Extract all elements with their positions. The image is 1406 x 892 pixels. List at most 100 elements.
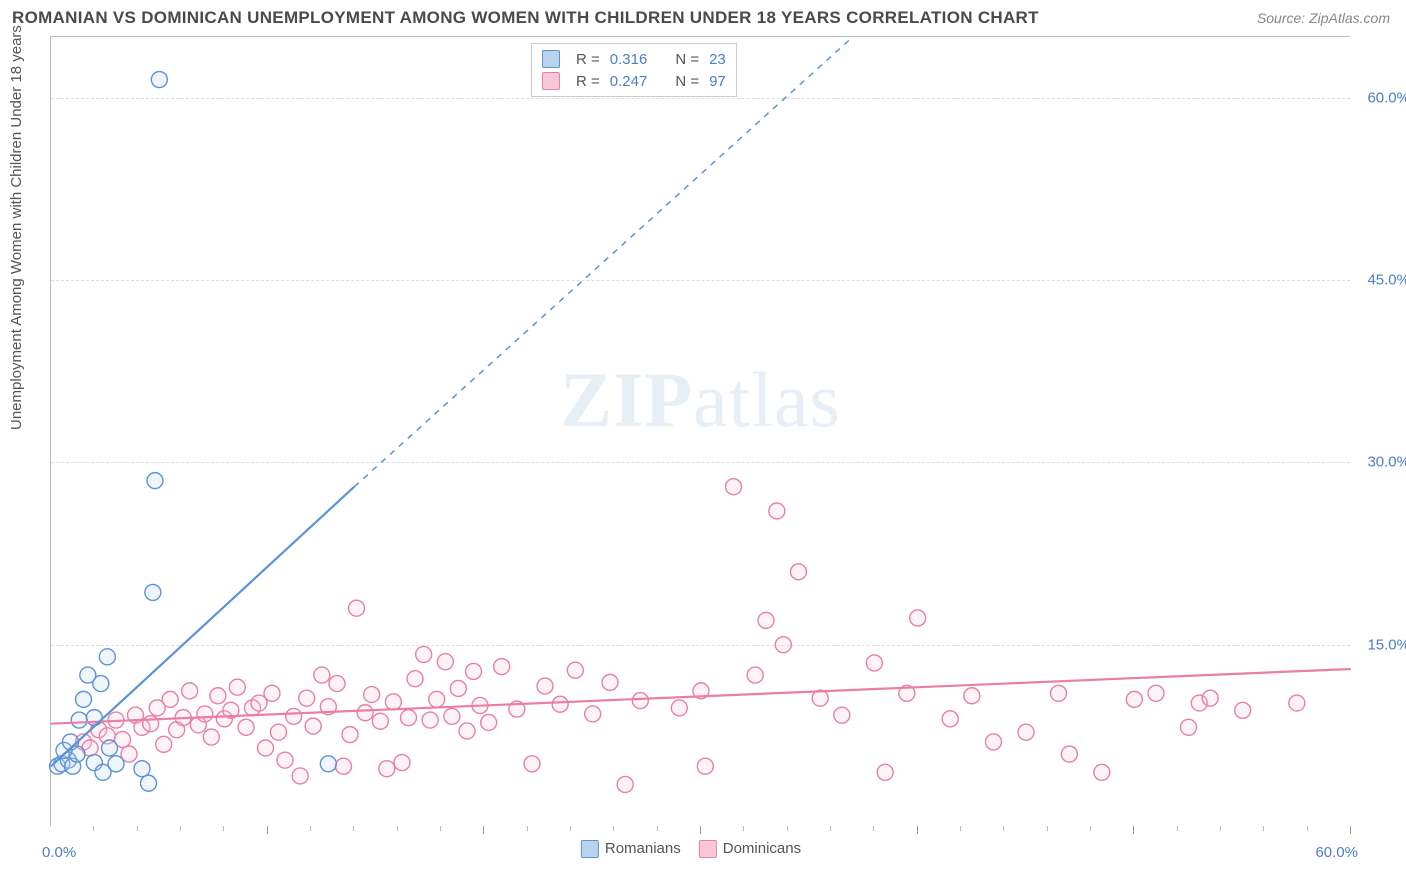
- legend-label: Dominicans: [723, 840, 801, 857]
- n-label: N =: [675, 73, 699, 90]
- x-tick-minor: [1177, 826, 1178, 831]
- chart-header: ROMANIAN VS DOMINICAN UNEMPLOYMENT AMONG…: [0, 0, 1406, 32]
- data-point: [1181, 719, 1197, 735]
- data-point: [444, 708, 460, 724]
- data-point: [197, 706, 213, 722]
- legend-swatch: [581, 840, 599, 858]
- n-value: 23: [709, 51, 726, 68]
- y-tick-label: 30.0%: [1367, 454, 1406, 471]
- x-tick-major: [700, 826, 701, 834]
- y-tick-label: 15.0%: [1367, 636, 1406, 653]
- chart-title: ROMANIAN VS DOMINICAN UNEMPLOYMENT AMONG…: [12, 8, 1039, 28]
- legend-label: Romanians: [605, 840, 681, 857]
- r-label: R =: [576, 51, 600, 68]
- chart-source: Source: ZipAtlas.com: [1257, 10, 1390, 26]
- data-point: [866, 655, 882, 671]
- data-point: [910, 610, 926, 626]
- data-point: [697, 758, 713, 774]
- data-point: [364, 687, 380, 703]
- n-label: N =: [675, 51, 699, 68]
- data-point: [156, 736, 172, 752]
- r-value: 0.247: [610, 73, 648, 90]
- data-point: [264, 685, 280, 701]
- data-point: [286, 708, 302, 724]
- x-tick-minor: [180, 826, 181, 831]
- data-point: [747, 667, 763, 683]
- data-point: [292, 768, 308, 784]
- x-end-label: 60.0%: [1315, 844, 1358, 861]
- x-tick-minor: [613, 826, 614, 831]
- data-point: [416, 646, 432, 662]
- data-point: [407, 671, 423, 687]
- legend-swatch: [699, 840, 717, 858]
- data-point: [305, 718, 321, 734]
- legend-item: Dominicans: [699, 840, 801, 857]
- x-tick-minor: [1090, 826, 1091, 831]
- x-tick-minor: [440, 826, 441, 831]
- x-tick-minor: [137, 826, 138, 831]
- plot-area: ZIPatlas 15.0%30.0%45.0%60.0% R =0.316N …: [50, 36, 1350, 826]
- x-axis: 0.0% 60.0% RomaniansDominicans: [50, 826, 1350, 866]
- data-point: [632, 693, 648, 709]
- data-point: [71, 712, 87, 728]
- data-point: [567, 662, 583, 678]
- data-point: [1148, 685, 1164, 701]
- data-point: [1126, 691, 1142, 707]
- stat-row: R =0.247N =97: [542, 70, 726, 92]
- x-tick-minor: [1307, 826, 1308, 831]
- x-tick-major: [1350, 826, 1351, 834]
- x-tick-minor: [570, 826, 571, 831]
- data-point: [145, 584, 161, 600]
- data-point: [134, 761, 150, 777]
- x-tick-minor: [743, 826, 744, 831]
- data-point: [86, 710, 102, 726]
- data-point: [671, 700, 687, 716]
- x-tick-minor: [873, 826, 874, 831]
- x-tick-minor: [93, 826, 94, 831]
- legend-swatch: [542, 50, 560, 68]
- x-tick-minor: [223, 826, 224, 831]
- x-tick-minor: [1003, 826, 1004, 831]
- data-point: [437, 654, 453, 670]
- data-point: [481, 714, 497, 730]
- x-tick-major: [1133, 826, 1134, 834]
- stat-row: R =0.316N =23: [542, 48, 726, 70]
- data-point: [964, 688, 980, 704]
- data-point: [372, 713, 388, 729]
- data-point: [537, 678, 553, 694]
- data-point: [238, 719, 254, 735]
- x-tick-minor: [1047, 826, 1048, 831]
- data-point: [336, 758, 352, 774]
- data-point: [466, 663, 482, 679]
- data-point: [758, 612, 774, 628]
- data-point: [342, 727, 358, 743]
- x-tick-minor: [657, 826, 658, 831]
- data-point: [602, 674, 618, 690]
- legend-item: Romanians: [581, 840, 681, 857]
- data-point: [141, 775, 157, 791]
- data-point: [585, 706, 601, 722]
- data-point: [791, 564, 807, 580]
- y-axis-label: Unemployment Among Women with Children U…: [8, 25, 25, 430]
- correlation-stats-box: R =0.316N =23R =0.247N =97: [531, 43, 737, 97]
- x-origin-label: 0.0%: [42, 844, 76, 861]
- data-point: [1235, 702, 1251, 718]
- data-point: [775, 637, 791, 653]
- data-point: [299, 690, 315, 706]
- data-point: [524, 756, 540, 772]
- x-tick-major: [917, 826, 918, 834]
- data-point: [210, 688, 226, 704]
- data-point: [357, 705, 373, 721]
- data-point: [314, 667, 330, 683]
- data-point: [102, 740, 118, 756]
- data-point: [320, 756, 336, 772]
- legend-swatch: [542, 72, 560, 90]
- data-point: [726, 479, 742, 495]
- data-point: [394, 755, 410, 771]
- data-point: [329, 676, 345, 692]
- x-tick-minor: [787, 826, 788, 831]
- data-point: [151, 72, 167, 88]
- data-point: [877, 764, 893, 780]
- n-value: 97: [709, 73, 726, 90]
- data-point: [1094, 764, 1110, 780]
